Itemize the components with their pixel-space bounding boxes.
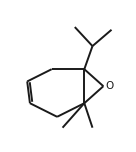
Text: O: O (106, 81, 114, 91)
